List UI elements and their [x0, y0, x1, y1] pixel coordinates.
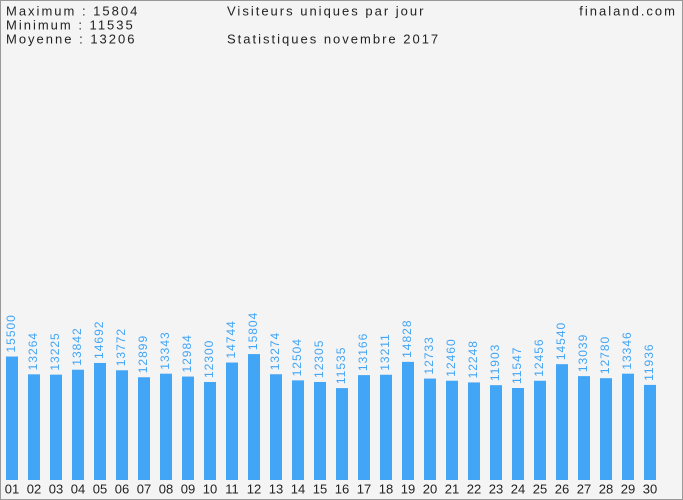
x-tick-label: 07 [137, 481, 151, 496]
x-tick-label: 26 [555, 481, 569, 496]
x-tick-label: 19 [401, 481, 415, 496]
stat-min: Minimum : 11535 [6, 17, 135, 32]
x-tick-label: 22 [467, 481, 481, 496]
site-name: finaland.com [579, 3, 677, 18]
bar [72, 369, 84, 480]
bar [138, 377, 150, 480]
bar [622, 373, 634, 480]
bar [116, 370, 128, 480]
value-label: 12456 [532, 338, 546, 376]
bar [160, 373, 172, 480]
bar [534, 380, 546, 480]
bar [94, 362, 106, 480]
x-tick-label: 15 [313, 481, 327, 496]
x-tick-label: 18 [379, 481, 393, 496]
bar [644, 384, 656, 480]
value-label: 13039 [576, 334, 590, 372]
value-label: 13842 [70, 327, 84, 365]
x-tick-label: 17 [357, 481, 371, 496]
value-label: 13274 [268, 332, 282, 370]
value-label: 11535 [334, 347, 348, 384]
bar [270, 374, 282, 480]
bar [336, 388, 348, 480]
x-tick-label: 21 [445, 481, 459, 496]
value-label: 15804 [246, 312, 260, 350]
bar [424, 378, 436, 480]
x-tick-label: 12 [247, 481, 261, 496]
value-label: 12780 [598, 336, 612, 374]
value-label: 13264 [26, 332, 40, 370]
stat-max: Maximum : 15804 [6, 3, 139, 18]
value-label: 12504 [290, 338, 304, 376]
value-label: 14828 [400, 319, 414, 357]
value-label: 11936 [642, 343, 656, 380]
chart-subtitle: Statistiques novembre 2017 [227, 31, 440, 46]
x-tick-label: 14 [291, 481, 305, 496]
value-label: 12984 [180, 334, 194, 372]
x-tick-label: 06 [115, 481, 129, 496]
bar [380, 374, 392, 480]
x-tick-label: 25 [533, 481, 547, 496]
bar [600, 378, 612, 480]
x-tick-label: 11 [225, 481, 239, 496]
bar [292, 380, 304, 480]
value-label: 12300 [202, 340, 216, 378]
value-label: 12733 [422, 336, 436, 374]
bar [248, 354, 260, 480]
value-label: 13772 [114, 328, 128, 366]
x-tick-label: 23 [489, 481, 503, 496]
bar [314, 381, 326, 480]
value-label: 15500 [4, 314, 18, 352]
value-label: 14744 [224, 320, 238, 358]
x-tick-label: 20 [423, 481, 437, 496]
bar [226, 362, 238, 480]
x-tick-label: 29 [621, 481, 635, 496]
x-tick-label: 02 [27, 481, 41, 496]
bar [468, 382, 480, 480]
x-tick-label: 16 [335, 481, 349, 496]
value-label: 13166 [356, 333, 370, 371]
x-tick-label: 04 [71, 481, 85, 496]
value-label: 12460 [444, 338, 458, 376]
bar [556, 364, 568, 480]
bar [28, 374, 40, 480]
chart-title: Visiteurs uniques par jour [227, 3, 425, 18]
x-tick-label: 28 [599, 481, 613, 496]
bar [512, 388, 524, 480]
bar [204, 382, 216, 480]
value-label: 13211 [378, 333, 392, 370]
x-tick-label: 30 [643, 481, 657, 496]
x-tick-label: 08 [159, 481, 173, 496]
value-label: 12305 [312, 340, 326, 378]
value-label: 11903 [488, 344, 502, 381]
x-tick-label: 09 [181, 481, 195, 496]
bar [402, 361, 414, 480]
x-tick-label: 24 [511, 481, 525, 496]
value-label: 14692 [92, 321, 106, 359]
x-tick-label: 01 [5, 481, 19, 496]
value-label: 13343 [158, 331, 172, 369]
value-label: 12899 [136, 335, 150, 373]
bar [50, 374, 62, 480]
bar [490, 385, 502, 480]
x-tick-label: 05 [93, 481, 107, 496]
bar [358, 375, 370, 480]
value-label: 12248 [466, 340, 480, 378]
bar [182, 376, 194, 480]
stat-avg: Moyenne : 13206 [6, 31, 136, 46]
value-label: 14540 [554, 322, 568, 360]
bar [578, 376, 590, 480]
bar [446, 380, 458, 480]
x-tick-label: 27 [577, 481, 591, 496]
x-tick-label: 03 [49, 481, 63, 496]
bar [6, 356, 18, 480]
value-label: 11547 [510, 347, 524, 384]
x-tick-label: 10 [203, 481, 217, 496]
x-tick-label: 13 [269, 481, 283, 496]
value-label: 13225 [48, 332, 62, 370]
value-label: 13346 [620, 331, 634, 369]
